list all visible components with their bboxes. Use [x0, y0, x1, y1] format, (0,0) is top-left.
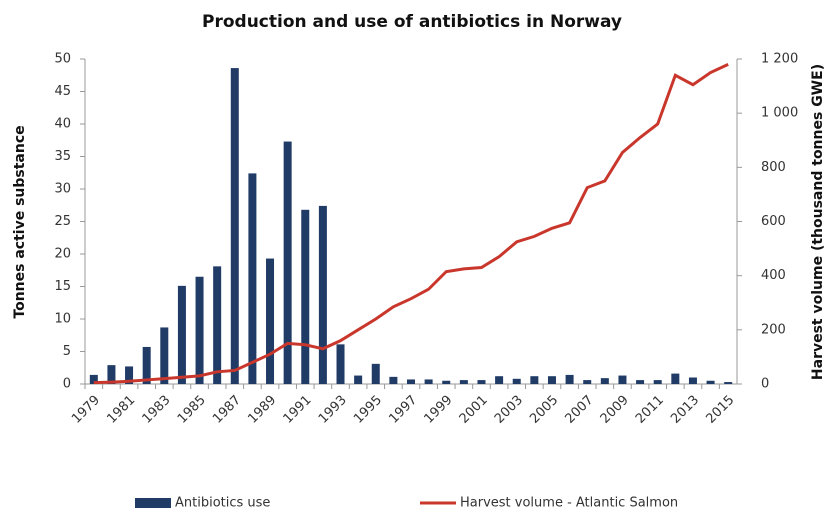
bar — [671, 373, 680, 384]
y-tick-label: 0 — [63, 377, 71, 392]
y-tick-label: 45 — [54, 84, 71, 99]
bar — [530, 376, 539, 384]
x-tick-label: 2011 — [633, 393, 667, 427]
bar — [706, 380, 715, 384]
x-tick-label: 1997 — [386, 393, 420, 427]
y2-tick-label: 400 — [761, 268, 786, 283]
chart-title: Production and use of antibiotics in Nor… — [202, 12, 622, 32]
x-tick-label: 1985 — [175, 393, 209, 427]
y-tick-label: 10 — [54, 312, 71, 327]
bar — [636, 380, 645, 384]
bar — [688, 377, 697, 384]
y-tick-label: 25 — [54, 214, 71, 229]
legend-label: Antibiotics use — [175, 496, 270, 511]
bar — [583, 380, 592, 384]
bar — [336, 344, 345, 384]
y-tick-label: 15 — [54, 279, 71, 294]
x-tick-label: 2003 — [492, 393, 526, 427]
bar — [653, 380, 662, 384]
y2-tick-label: 600 — [761, 214, 786, 229]
y-tick-label: 30 — [54, 182, 71, 197]
y-tick-label: 40 — [54, 117, 71, 132]
bar — [495, 376, 504, 384]
bar — [407, 379, 415, 384]
bar — [618, 375, 627, 384]
x-tick-label: 2009 — [598, 393, 632, 427]
bar — [283, 141, 292, 384]
bar — [547, 376, 556, 384]
bar — [125, 366, 134, 384]
x-tick-label: 1979 — [69, 393, 103, 427]
x-tick-label: 1983 — [140, 393, 174, 427]
bar — [354, 375, 363, 384]
y2-tick-label: 1 000 — [761, 106, 798, 121]
legend-label: Harvest volume - Atlantic Salmon — [460, 496, 678, 511]
x-tick-label: 1991 — [281, 393, 315, 427]
y2-tick-label: 0 — [761, 377, 769, 392]
x-tick-label: 2015 — [703, 393, 737, 427]
y2-tick-label: 1 200 — [761, 52, 798, 67]
x-tick-label: 1989 — [245, 393, 279, 427]
x-tick-label: 1995 — [351, 393, 385, 427]
bar — [195, 276, 204, 384]
bar — [230, 68, 239, 384]
bar — [389, 376, 398, 384]
bar — [301, 209, 310, 384]
bar — [89, 374, 98, 384]
bar — [266, 258, 275, 384]
y-tick-label: 20 — [54, 247, 71, 262]
y-tick-label: 50 — [54, 52, 71, 67]
bar — [142, 346, 151, 384]
bar — [371, 363, 380, 384]
y-axis-title: Tonnes active substance — [12, 125, 28, 318]
legend-swatch — [135, 498, 171, 508]
y2-tick-label: 200 — [761, 322, 786, 337]
bar — [724, 382, 733, 384]
x-tick-label: 1999 — [422, 393, 456, 427]
y-tick-label: 5 — [63, 344, 71, 359]
bar — [600, 378, 609, 384]
bar — [248, 173, 257, 384]
bar — [107, 365, 116, 384]
bar — [459, 380, 468, 384]
bar — [424, 379, 433, 384]
x-tick-label: 1981 — [104, 393, 138, 427]
bar — [318, 205, 327, 384]
bar — [565, 374, 574, 384]
bar — [160, 327, 169, 384]
bar — [213, 266, 222, 384]
x-tick-label: 1987 — [210, 393, 244, 427]
x-tick-label: 2007 — [563, 393, 597, 427]
line — [93, 63, 729, 385]
y2-tick-label: 800 — [761, 160, 786, 175]
x-tick-label: 2001 — [457, 393, 491, 427]
x-tick-label: 2005 — [527, 393, 561, 427]
x-tick-label: 1993 — [316, 393, 350, 427]
bar — [442, 380, 451, 384]
bar — [177, 285, 186, 384]
bar — [512, 378, 521, 384]
y2-axis-title: Harvest volume (thousand tonnes GWE) — [810, 64, 826, 380]
x-tick-label: 2013 — [668, 393, 702, 427]
y-tick-label: 35 — [54, 149, 71, 164]
bar — [477, 380, 486, 384]
